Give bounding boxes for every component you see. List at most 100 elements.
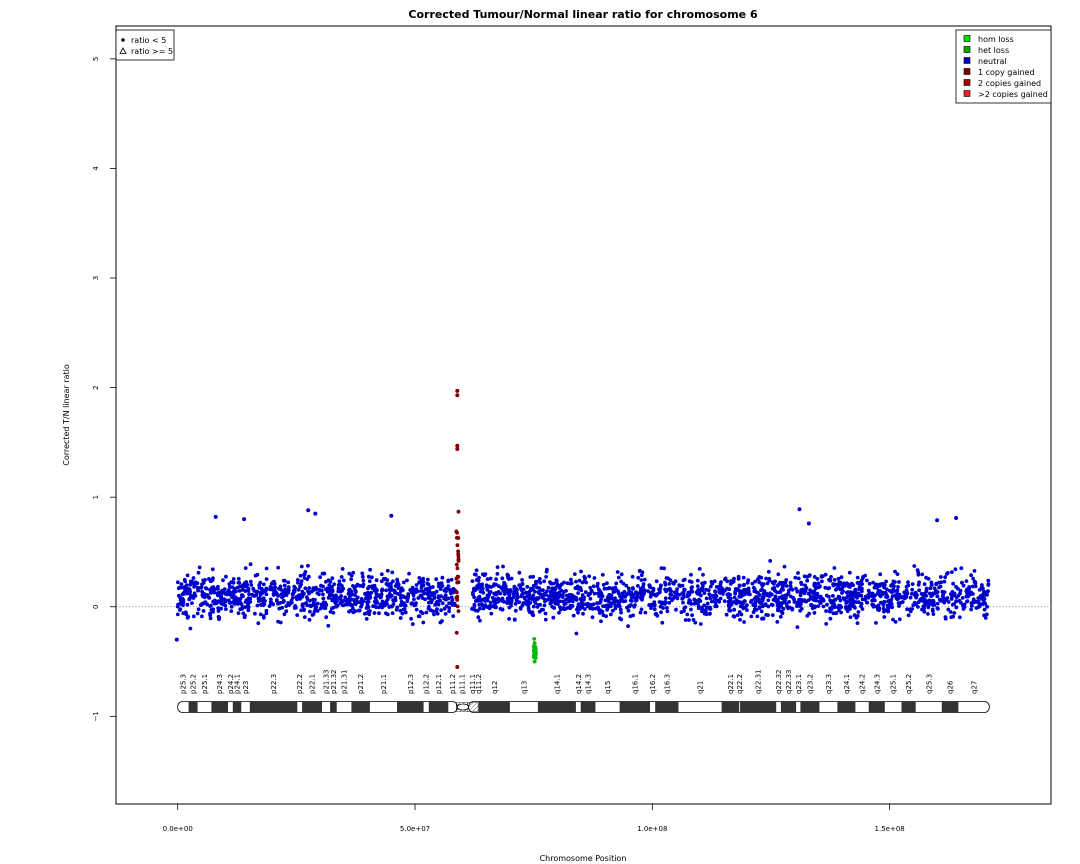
data-point <box>420 596 425 600</box>
x-axis: 0.0e+00 5.0e+07 1.0e+08 1.5e+08 <box>163 803 905 833</box>
band-label: p24.1 <box>234 674 242 694</box>
data-point <box>306 508 311 513</box>
data-point <box>243 589 248 593</box>
data-point <box>814 586 818 591</box>
data-point <box>954 599 959 604</box>
status-legend-label-5: 2 copies gained <box>978 79 1041 88</box>
data-point <box>385 568 390 573</box>
data-point <box>897 604 901 608</box>
data-point <box>561 593 565 597</box>
status-legend-label-4: 1 copy gained <box>978 68 1035 77</box>
data-point <box>904 584 909 589</box>
data-point <box>476 615 481 620</box>
data-point <box>720 587 725 591</box>
data-point <box>855 621 860 625</box>
data-point <box>487 584 492 589</box>
data-point <box>325 586 330 591</box>
data-point <box>882 600 887 604</box>
data-point <box>870 602 875 607</box>
data-point <box>814 598 819 603</box>
data-point <box>264 608 269 613</box>
data-point <box>906 613 911 618</box>
data-point <box>442 606 447 611</box>
data-point <box>299 564 304 569</box>
data-point <box>576 610 580 615</box>
data-point <box>958 591 962 596</box>
data-point <box>233 595 238 600</box>
data-point <box>229 609 234 613</box>
data-point <box>199 585 204 589</box>
data-point <box>689 602 693 606</box>
data-point <box>417 614 422 619</box>
data-point <box>240 588 245 592</box>
data-point <box>456 580 461 584</box>
shape-legend-label-2: ratio >= 5 <box>131 47 173 56</box>
data-point <box>588 585 593 590</box>
data-point <box>583 576 587 580</box>
data-point <box>602 586 607 591</box>
data-point <box>401 580 406 585</box>
data-point <box>203 586 208 590</box>
data-point <box>271 591 276 596</box>
data-point <box>969 604 974 608</box>
y-tick-label: 4 <box>92 166 100 171</box>
data-point <box>228 601 232 605</box>
data-point <box>377 611 381 616</box>
data-point <box>754 595 759 599</box>
data-point <box>410 622 415 626</box>
data-point <box>211 609 216 614</box>
data-point <box>805 578 810 583</box>
data-point <box>812 575 817 579</box>
data-point <box>601 604 605 608</box>
data-point <box>374 578 379 583</box>
data-point <box>565 593 569 598</box>
data-point <box>766 598 771 603</box>
data-point <box>712 594 716 599</box>
data-point <box>568 581 573 586</box>
data-point <box>450 601 454 606</box>
data-point <box>189 593 194 598</box>
data-point <box>779 610 784 614</box>
data-point <box>419 585 424 590</box>
data-point <box>812 611 817 615</box>
data-point <box>259 602 263 607</box>
data-point <box>389 584 393 589</box>
y-tick-label: 2 <box>92 385 100 389</box>
data-point <box>435 607 439 611</box>
data-point <box>359 604 363 609</box>
data-point <box>364 617 369 621</box>
data-point <box>371 604 375 609</box>
band-label: q27 <box>970 681 978 694</box>
data-point <box>934 581 939 586</box>
data-point <box>360 574 365 579</box>
data-point <box>770 613 775 617</box>
data-point <box>957 615 962 620</box>
data-point <box>231 577 236 581</box>
data-point <box>889 600 893 604</box>
data-point <box>255 589 259 594</box>
data-point <box>242 615 247 620</box>
band-label: q24.1 <box>843 674 851 694</box>
data-point <box>221 602 226 607</box>
data-point <box>757 580 762 584</box>
data-point <box>228 590 233 595</box>
data-point <box>390 611 395 615</box>
data-point <box>207 596 212 600</box>
data-point <box>982 597 987 601</box>
data-point <box>652 607 657 612</box>
data-point <box>211 585 216 589</box>
data-point <box>665 609 670 614</box>
data-point <box>910 607 914 611</box>
data-point <box>649 606 653 610</box>
data-point <box>591 602 596 607</box>
data-point <box>440 584 445 588</box>
data-point <box>231 589 236 594</box>
data-point <box>816 594 820 599</box>
data-point <box>910 582 915 586</box>
data-point <box>295 613 300 617</box>
data-point <box>543 617 548 622</box>
data-point <box>387 587 392 592</box>
data-point <box>913 591 918 596</box>
data-point <box>604 614 608 619</box>
data-point <box>882 585 887 590</box>
